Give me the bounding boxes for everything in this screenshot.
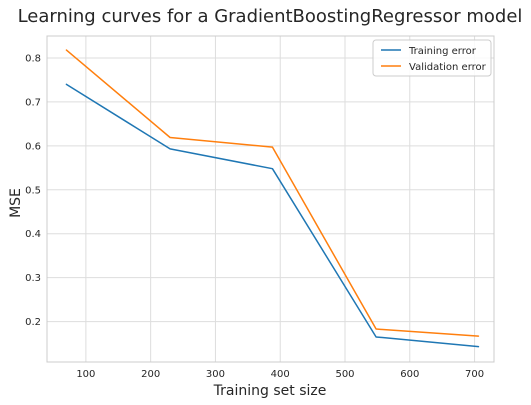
grid-layer	[47, 36, 494, 362]
x-tick-label: 100	[76, 369, 95, 380]
y-axis-label: MSE	[8, 188, 24, 218]
tick-layer: 100 200 300 400 500 600 700 0.2 0.3 0.4 0.5 0.6 0.7 0…	[25, 53, 484, 380]
validation-error-line	[65, 49, 480, 337]
legend-label-training: Training error	[408, 46, 477, 57]
x-tick-label: 400	[271, 369, 290, 380]
plot-area	[47, 36, 494, 362]
y-tick-label: 0.2	[25, 317, 41, 328]
x-tick-label: 700	[465, 369, 484, 380]
plot-border	[46, 35, 495, 363]
y-tick-label: 0.8	[25, 53, 41, 64]
x-axis-label: Training set size	[213, 383, 327, 399]
legend: Training error Validation error	[372, 39, 492, 77]
series-layer	[65, 49, 480, 348]
axis-frame	[46, 35, 495, 363]
x-tick-label: 600	[400, 369, 419, 380]
legend-frame	[372, 39, 492, 77]
training-error-line	[65, 83, 480, 348]
y-tick-label: 0.5	[25, 185, 41, 196]
x-tick-label: 300	[206, 369, 225, 380]
y-tick-label: 0.3	[25, 273, 41, 284]
y-tick-label: 0.7	[25, 97, 41, 108]
legend-label-validation: Validation error	[409, 62, 487, 73]
x-tick-label: 500	[335, 369, 354, 380]
x-tick-label: 200	[141, 369, 160, 380]
y-tick-label: 0.6	[25, 141, 41, 152]
chart-title: Learning curves for a GradientBoostingRe…	[18, 6, 523, 27]
y-tick-label: 0.4	[25, 229, 41, 240]
